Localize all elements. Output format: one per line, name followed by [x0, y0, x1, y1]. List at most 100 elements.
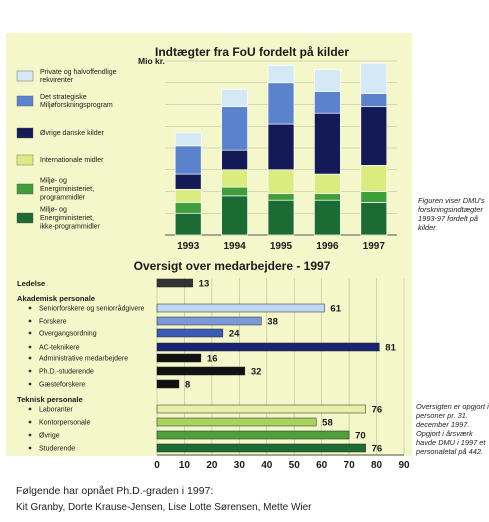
staff-x-tick-20: 20 — [206, 460, 218, 471]
staff-x-tick-30: 30 — [234, 460, 246, 471]
revenue-bar-segment-1994-0 — [221, 195, 248, 236]
revenue-bar-segment-1996-5 — [314, 69, 341, 92]
staff-row-label: Administrative medarbejdere — [39, 356, 128, 363]
revenue-bar-segment-1994-1 — [221, 186, 248, 197]
staff-chart-note: Oversigten er opgjort i personer pr. 31.… — [416, 402, 489, 456]
revenue-bar-segment-1995-3 — [267, 123, 295, 171]
legend-swatch-0 — [16, 212, 34, 224]
staff-bar-value-7: 32 — [251, 367, 262, 378]
staff-bar-value-12: 70 — [355, 431, 366, 442]
staff-bar-8 — [156, 379, 180, 389]
revenue-bar-segment-1996-4 — [314, 91, 341, 114]
staff-row-bullet — [28, 356, 32, 360]
staff-bar-value-3: 38 — [267, 317, 278, 328]
legend-label-2: Internationale midler — [40, 157, 104, 164]
staff-row-bullet — [28, 420, 32, 424]
staff-row-bullet — [28, 306, 32, 310]
staff-row-label: Seniorforskere og seniorrådgivere — [39, 305, 145, 313]
staff-bar-3 — [156, 316, 262, 326]
revenue-bar-segment-1995-2 — [267, 169, 295, 195]
legend-label-1: Miljø- og Energiministeriet, programmidler — [40, 178, 94, 202]
staff-bar-6 — [156, 353, 202, 363]
staff-bar-4 — [156, 328, 224, 338]
staff-x-tick-10: 10 — [179, 460, 191, 471]
revenue-bar-segment-1993-2 — [174, 188, 202, 203]
staff-bar-value-5: 81 — [385, 343, 396, 354]
staff-row-bullet — [28, 369, 32, 373]
revenue-x-tick-1994: 1994 — [223, 241, 246, 252]
staff-row-bullet — [28, 382, 32, 386]
revenue-bar-segment-1993-4 — [174, 145, 202, 175]
revenue-y-axis-label: Mio kr. — [138, 56, 165, 66]
staff-row-bullet — [28, 433, 32, 437]
revenue-bar-segment-1997-3 — [360, 106, 388, 166]
staff-x-tick-40: 40 — [261, 460, 273, 471]
legend-label-5: Private og halvoffendlige rekvirenter — [40, 69, 117, 84]
revenue-bar-segment-1996-3 — [314, 112, 341, 175]
staff-group-label: Akademisk personale — [17, 294, 95, 303]
staff-row-bullet — [28, 345, 32, 349]
chart-panel — [6, 33, 412, 456]
revenue-bar-segment-1997-1 — [360, 191, 388, 203]
revenue-bar-segment-1997-4 — [360, 93, 388, 108]
phd-heading: Følgende har opnået Ph.D.-graden i 1997: — [16, 485, 214, 497]
revenue-bar-segment-1997-5 — [360, 62, 388, 94]
staff-row-bullet — [28, 319, 32, 323]
staff-x-tick-50: 50 — [289, 460, 301, 471]
staff-row-label: AC-teknikere — [39, 345, 80, 352]
staff-row-bullet — [28, 331, 32, 335]
staff-row-label: Laboranter — [39, 407, 74, 414]
staff-x-tick-90: 90 — [398, 460, 410, 471]
staff-bar-value-6: 16 — [207, 354, 218, 365]
staff-row-bullet — [28, 407, 32, 411]
phd-names: Kit Granby, Dorte Krause-Jensen, Lise Lo… — [16, 502, 312, 513]
revenue-bar-segment-1997-2 — [360, 165, 388, 192]
revenue-bar-segment-1994-3 — [221, 149, 248, 171]
staff-row-label: Kontorpersonale — [39, 420, 90, 427]
staff-bar-value-10: 76 — [372, 405, 383, 416]
staff-row-bullet — [28, 446, 32, 450]
staff-bar-10 — [156, 404, 366, 414]
revenue-bar-segment-1995-4 — [267, 82, 295, 125]
staff-row-label: Gæsteforskere — [39, 382, 85, 389]
revenue-chart-title: Indtægter fra FoU fordelt på kilder — [155, 45, 349, 59]
legend-swatch-2 — [16, 154, 34, 166]
revenue-x-tick-1997: 1997 — [363, 241, 386, 252]
revenue-x-tick-1993: 1993 — [177, 241, 200, 252]
legend-label-3: Øvrige danske kilder — [40, 130, 104, 137]
legend-swatch-4 — [16, 95, 34, 107]
staff-row-label: Ph.D.-studerende — [39, 369, 94, 376]
staff-bar-value-8: 8 — [185, 380, 190, 391]
revenue-x-tick-1995: 1995 — [270, 241, 293, 252]
revenue-bar-segment-1995-1 — [267, 193, 295, 201]
staff-group-label: Ledelse — [17, 279, 45, 288]
legend-swatch-5 — [16, 70, 34, 82]
staff-x-tick-70: 70 — [344, 460, 356, 471]
revenue-bar-segment-1994-2 — [221, 169, 248, 188]
staff-bar-11 — [156, 417, 317, 427]
staff-row-label: Øvrige — [39, 433, 60, 440]
staff-row-label: Forskere — [39, 319, 67, 326]
revenue-bar-segment-1996-2 — [314, 173, 341, 195]
staff-bar-value-0: 13 — [199, 279, 210, 290]
staff-bar-value-2: 61 — [330, 304, 341, 315]
staff-bar-value-4: 24 — [229, 329, 240, 340]
revenue-bar-segment-1994-5 — [221, 88, 248, 108]
staff-row-label: Studerende — [39, 446, 75, 453]
revenue-bar-segment-1996-0 — [314, 199, 341, 236]
staff-bar-value-13: 76 — [372, 444, 383, 455]
revenue-bar-segment-1993-3 — [174, 173, 202, 190]
revenue-bar-segment-1997-0 — [360, 202, 388, 236]
legend-label-0: Miljø- og Energiministeriet, ikke-programm… — [40, 207, 101, 231]
revenue-bar-segment-1993-0 — [174, 212, 202, 236]
staff-bar-2 — [156, 303, 325, 313]
staff-bar-5 — [156, 342, 380, 352]
revenue-bar-segment-1995-0 — [267, 199, 295, 236]
staff-bar-7 — [156, 366, 246, 376]
staff-bar-12 — [156, 430, 350, 440]
revenue-bar-segment-1994-4 — [221, 106, 248, 151]
revenue-bar-segment-1993-5 — [174, 132, 202, 147]
legend-swatch-3 — [16, 127, 34, 139]
